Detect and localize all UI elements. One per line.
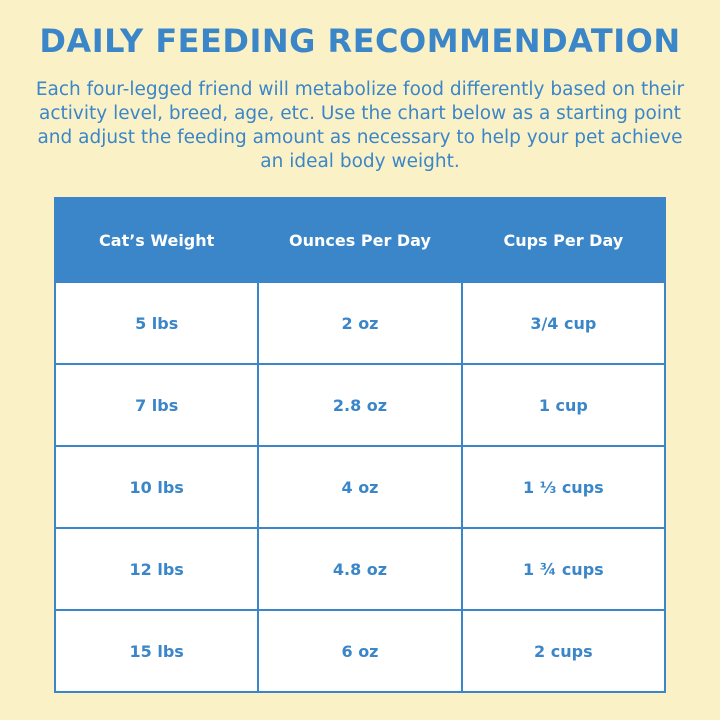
page-title: DAILY FEEDING RECOMMENDATION [39, 22, 681, 60]
header-ounces-per-day: Ounces Per Day [257, 197, 463, 283]
cell-cups: 1 ¾ cups [460, 527, 667, 611]
cell-weight: 10 lbs [53, 445, 260, 529]
table-row: 15 lbs 6 oz 2 cups [53, 609, 667, 693]
cell-ounces: 4.8 oz [257, 527, 463, 611]
table-row: 5 lbs 2 oz 3/4 cup [53, 281, 667, 365]
cell-ounces: 6 oz [257, 609, 463, 693]
header-cats-weight: Cat’s Weight [53, 197, 260, 283]
intro-paragraph: Each four-legged friend will metabolize … [35, 79, 685, 172]
cell-weight: 15 lbs [53, 609, 260, 693]
cell-cups: 2 cups [460, 609, 667, 693]
table-row: 12 lbs 4.8 oz 1 ¾ cups [53, 527, 667, 611]
feeding-table: Cat’s Weight Ounces Per Day Cups Per Day… [53, 197, 667, 693]
cell-cups: 1 ⅓ cups [460, 445, 667, 529]
table-header-row: Cat’s Weight Ounces Per Day Cups Per Day [53, 197, 667, 283]
cell-ounces: 4 oz [257, 445, 463, 529]
cell-weight: 5 lbs [53, 281, 260, 365]
cell-ounces: 2 oz [257, 281, 463, 365]
cell-cups: 1 cup [460, 363, 667, 447]
table-row: 10 lbs 4 oz 1 ⅓ cups [53, 445, 667, 529]
table-row: 7 lbs 2.8 oz 1 cup [53, 363, 667, 447]
header-cups-per-day: Cups Per Day [460, 197, 667, 283]
cell-ounces: 2.8 oz [257, 363, 463, 447]
cell-weight: 7 lbs [53, 363, 260, 447]
cell-weight: 12 lbs [53, 527, 260, 611]
cell-cups: 3/4 cup [460, 281, 667, 365]
